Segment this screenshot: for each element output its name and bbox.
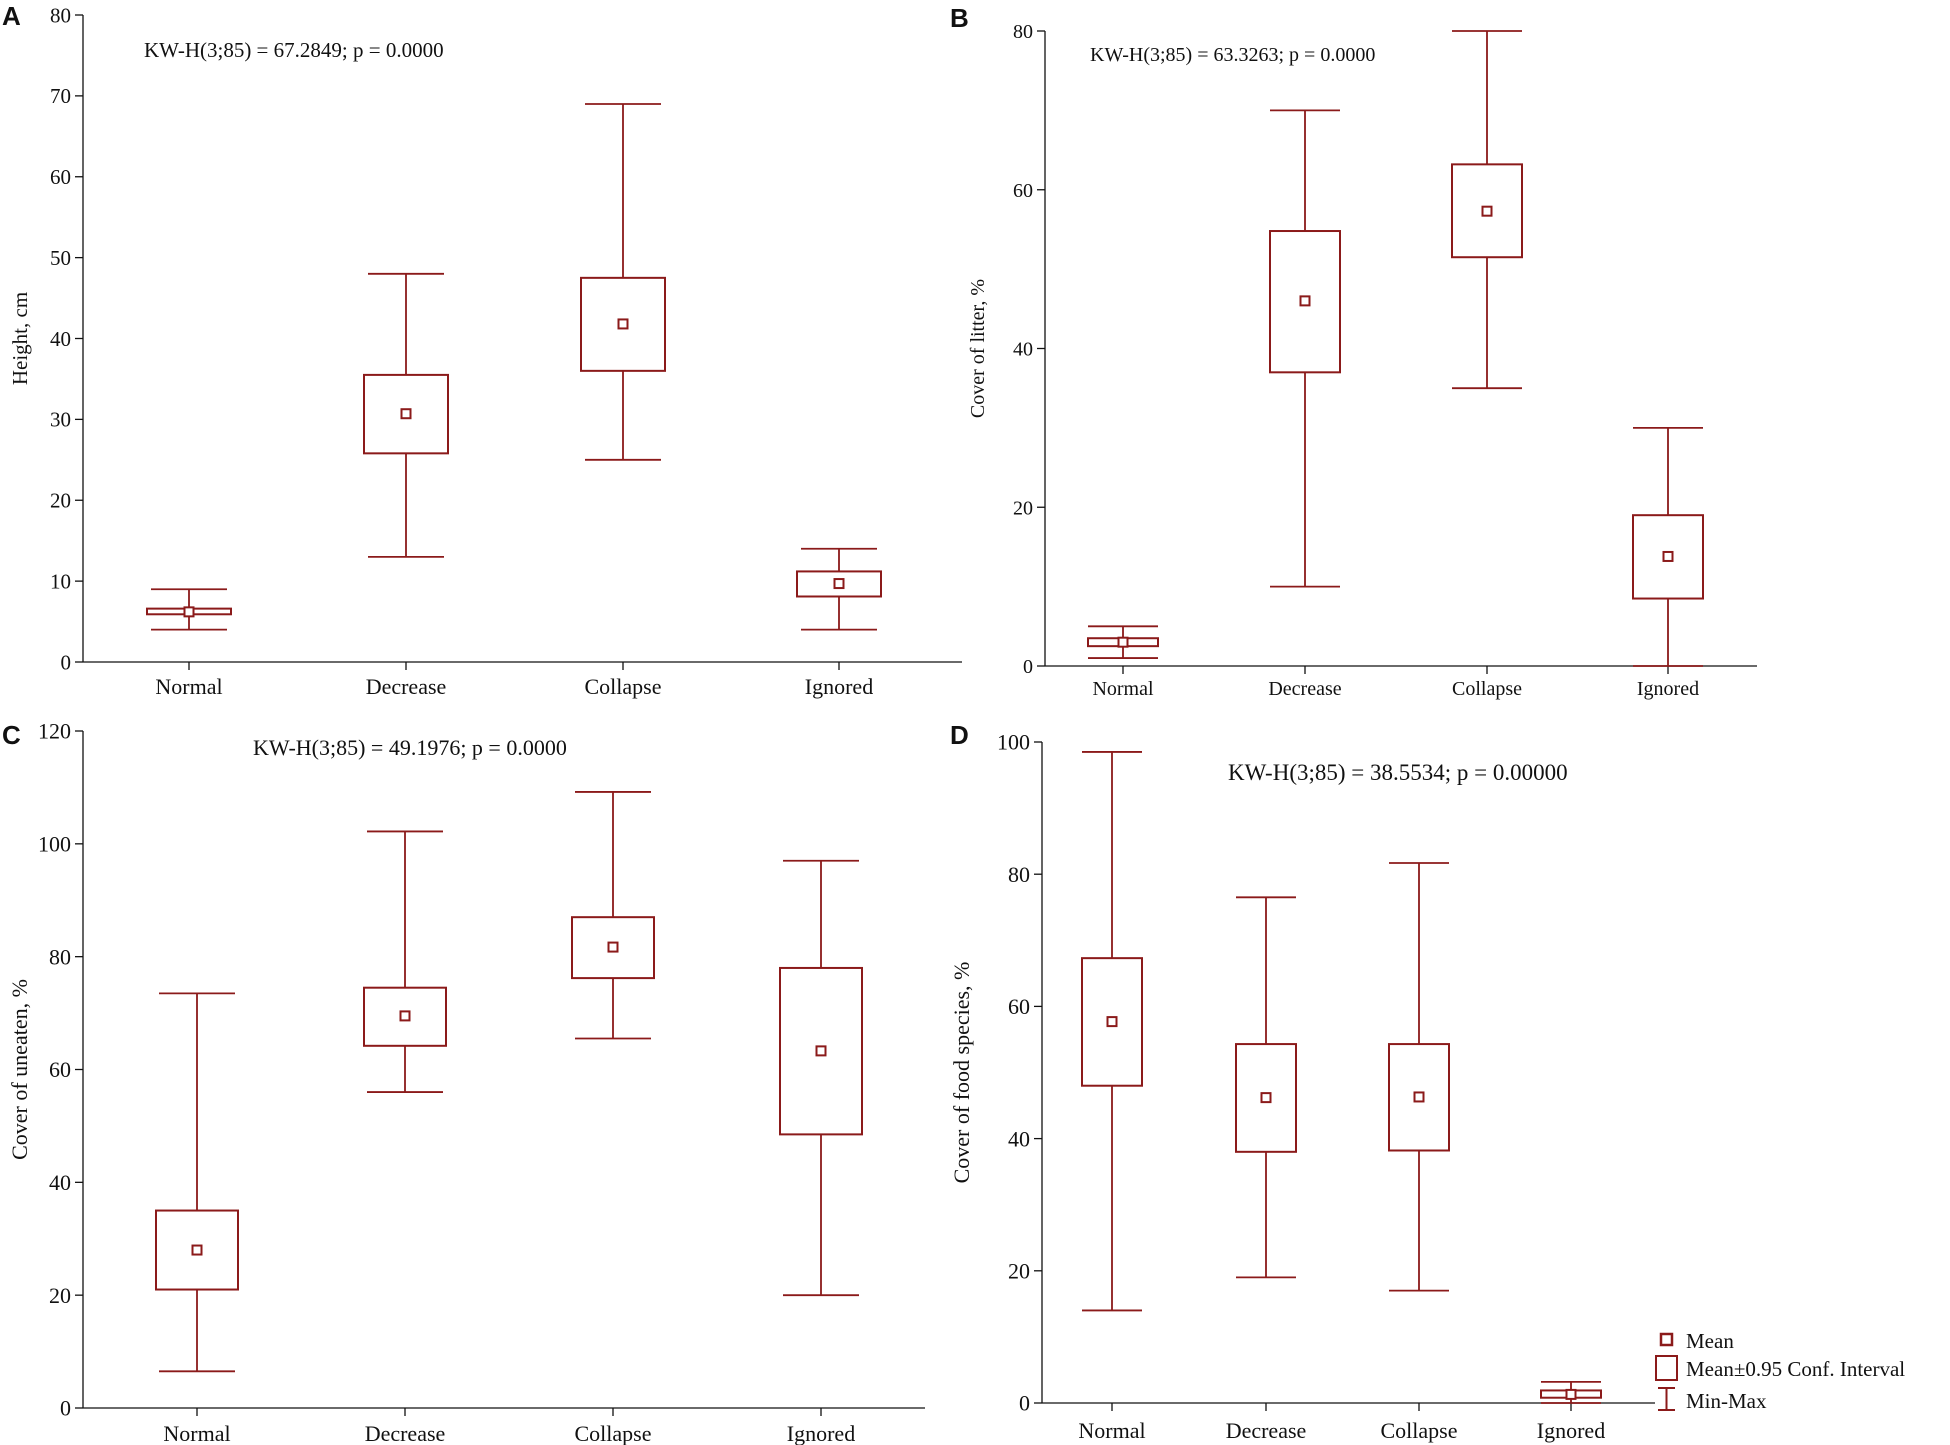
legend-minmax-icon <box>1658 1387 1675 1411</box>
mean-marker <box>815 1045 827 1057</box>
legend-mean-label: Mean <box>1686 1329 1734 1353</box>
x-tick-label: Ignored <box>1537 1418 1605 1443</box>
legend-minmax-label: Min-Max <box>1686 1389 1767 1413</box>
x-tick-label: Collapse <box>1452 678 1522 700</box>
mean-marker <box>1565 1388 1577 1400</box>
kw-annotation: KW-H(3;85) = 63.3263; p = 0.0000 <box>1090 44 1375 66</box>
mean-marker <box>183 606 195 618</box>
mean-marker <box>1117 636 1129 648</box>
y-axis-label: Height, cm <box>8 292 32 385</box>
y-tick-label: 50 <box>50 246 71 270</box>
y-tick-label: 20 <box>50 489 71 513</box>
box-normal <box>155 992 239 1373</box>
mean-marker <box>617 318 629 330</box>
panel-letter: A <box>2 1 21 31</box>
panel-b: 0 20 40 60 80 Normal Decrease Collapse Ignored Co… <box>950 3 1757 700</box>
y-tick-label: 60 <box>1008 994 1030 1019</box>
y-tick-label: 0 <box>1019 1391 1030 1416</box>
x-tick-label: Decrease <box>365 1421 446 1445</box>
y-tick-label: 20 <box>49 1283 71 1308</box>
box-collapse <box>1388 862 1450 1292</box>
x-tick-label: Collapse <box>585 674 662 699</box>
box-decrease <box>363 272 449 558</box>
y-tick-label: 60 <box>1013 180 1033 202</box>
box-ignored <box>796 547 882 631</box>
x-tick-label: Normal <box>155 674 222 699</box>
y-tick-label: 40 <box>50 327 71 351</box>
y-tick-label: 40 <box>49 1170 71 1195</box>
mean-marker <box>1662 550 1674 562</box>
y-axis-label: Cover of food species, % <box>949 962 974 1184</box>
x-tick-label: Normal <box>163 1421 230 1445</box>
panel-letter: B <box>950 3 969 33</box>
mean-marker <box>1413 1091 1425 1103</box>
mean-marker <box>1299 295 1311 307</box>
box-normal <box>1081 751 1143 1312</box>
mean-marker <box>1481 205 1493 217</box>
y-tick-label: 120 <box>38 719 71 744</box>
y-axis-label: Cover of uneaten, % <box>7 979 32 1160</box>
y-tick-label: 20 <box>1013 497 1033 519</box>
y-axis-label: Cover of litter, % <box>967 279 989 418</box>
box-decrease <box>1235 896 1297 1279</box>
x-tick-label: Decrease <box>1226 1418 1307 1443</box>
kw-annotation: KW-H(3;85) = 67.2849; p = 0.0000 <box>144 38 444 62</box>
y-tick-label: 100 <box>997 730 1030 755</box>
box-collapse <box>571 791 655 1040</box>
mean-marker <box>400 408 412 420</box>
x-tick-label: Collapse <box>1381 1418 1458 1443</box>
x-tick-label: Normal <box>1092 678 1154 700</box>
kw-annotation: KW-H(3;85) = 38.5534; p = 0.00000 <box>1228 760 1568 785</box>
y-tick-label: 0 <box>60 1396 71 1421</box>
y-tick-label: 40 <box>1008 1126 1030 1151</box>
box-normal <box>1087 625 1159 659</box>
x-tick-label: Decrease <box>1268 678 1341 700</box>
box-ignored <box>779 859 863 1297</box>
mean-marker <box>399 1010 411 1022</box>
y-tick-label: 80 <box>49 944 71 969</box>
panel-letter: D <box>950 720 969 750</box>
y-tick-label: 80 <box>1008 862 1030 887</box>
y-tick-label: 100 <box>38 832 71 857</box>
box-collapse <box>580 103 666 461</box>
panel-a: 0 10 20 30 40 50 60 70 80 Normal Decrease Collapse I… <box>2 1 962 699</box>
mean-marker <box>1106 1016 1118 1028</box>
box-normal <box>146 588 232 631</box>
y-tick-label: 60 <box>49 1057 71 1082</box>
y-tick-label: 30 <box>50 408 71 432</box>
x-tick-label: Collapse <box>575 1421 652 1445</box>
mean-marker <box>191 1244 203 1256</box>
mean-marker <box>833 578 845 590</box>
y-tick-label: 0 <box>61 650 72 674</box>
panel-letter: C <box>2 720 21 750</box>
y-tick-label: 80 <box>1013 21 1033 43</box>
y-tick-label: 60 <box>50 165 71 189</box>
legend-ci-icon <box>1655 1355 1678 1381</box>
y-tick-label: 80 <box>50 3 71 27</box>
x-tick-label: Ignored <box>805 674 873 699</box>
box-ignored <box>1632 426 1704 667</box>
box-decrease <box>1269 109 1341 588</box>
x-tick-label: Normal <box>1078 1418 1145 1443</box>
y-tick-label: 70 <box>50 84 71 108</box>
panel-c: 0 20 40 60 80 100 120 Normal Decrease Collapse Ign… <box>2 719 925 1445</box>
kw-annotation: KW-H(3;85) = 49.1976; p = 0.0000 <box>253 735 567 760</box>
box-ignored <box>1540 1380 1602 1404</box>
y-tick-label: 20 <box>1008 1259 1030 1284</box>
x-tick-label: Decrease <box>366 674 447 699</box>
y-tick-label: 10 <box>50 569 71 593</box>
mean-marker <box>607 941 619 953</box>
x-tick-label: Ignored <box>787 1421 855 1445</box>
box-decrease <box>363 830 447 1093</box>
legend-mean-icon <box>1659 1332 1674 1347</box>
mean-marker <box>1260 1092 1272 1104</box>
panel-d: 0 20 40 60 80 100 Normal Decrease Collapse Ignore… <box>949 720 1655 1443</box>
y-tick-label: 0 <box>1023 656 1033 678</box>
legend-ci-label: Mean±0.95 Conf. Interval <box>1686 1357 1905 1381</box>
x-tick-label: Ignored <box>1637 678 1699 700</box>
legend: Mean Mean±0.95 Conf. Interval Min-Max <box>1655 1329 1905 1413</box>
box-collapse <box>1451 30 1523 390</box>
y-tick-label: 40 <box>1013 339 1033 361</box>
